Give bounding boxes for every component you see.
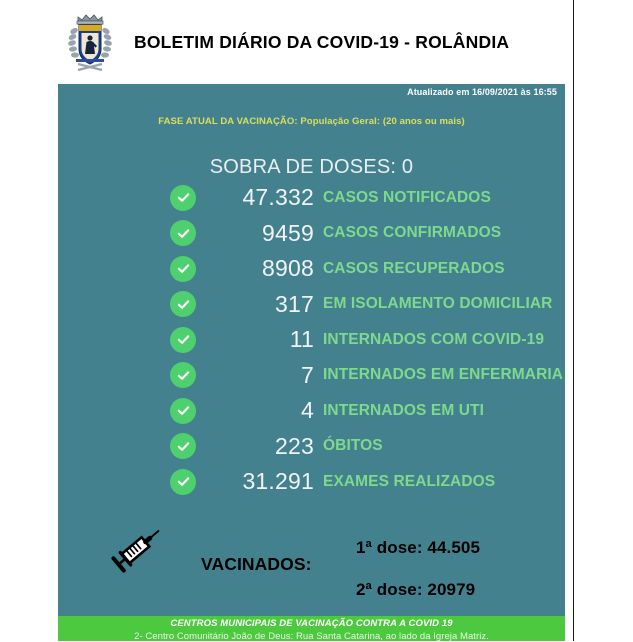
stat-row: 317 EM ISOLAMENTO DOMICILIAR xyxy=(58,287,565,323)
stat-value: 11 xyxy=(289,326,314,353)
check-circle-icon xyxy=(170,433,196,460)
stat-value: 7 xyxy=(301,361,314,388)
check-circle-icon xyxy=(170,184,196,211)
dose-1-text: 1ª dose: 44.505 xyxy=(356,538,481,557)
stat-value: 47.332 xyxy=(242,184,314,211)
page-edge-rule xyxy=(573,0,574,641)
bulletin-panel: Atualizado em 16/09/2021 às 16:55 FASE A… xyxy=(58,84,565,641)
page-header: BOLETIM DIÁRIO DA COVID-19 - ROLÂNDIA xyxy=(0,0,573,84)
check-circle-icon xyxy=(170,326,196,353)
statistics-list: 47.332 CASOS NOTIFICADOS 9459 CASOS CONF… xyxy=(58,180,565,500)
stat-row: 4 INTERNADOS EM UTI xyxy=(58,393,565,429)
stat-row: 47.332 CASOS NOTIFICADOS xyxy=(58,180,565,216)
check-circle-icon xyxy=(170,362,196,389)
syringe-icon xyxy=(106,520,168,578)
stat-row: 9459 CASOS CONFIRMADOS xyxy=(58,216,565,252)
dose-2-text: 2ª dose: 20979 xyxy=(356,580,476,599)
stat-label: ÓBITOS xyxy=(323,437,383,455)
stat-value: 31.291 xyxy=(242,468,314,495)
coat-of-arms-icon xyxy=(64,9,116,75)
stat-row: 8908 CASOS RECUPERADOS xyxy=(58,251,565,287)
stat-value: 4 xyxy=(301,397,314,424)
vaccination-phase-text: FASE ATUAL DA VACINAÇÃO: População Geral… xyxy=(158,116,465,127)
footer-subtitle: 2- Centro Comunitário João de Deus: Rua … xyxy=(134,631,489,641)
check-circle-icon xyxy=(170,468,196,495)
page-title: BOLETIM DIÁRIO DA COVID-19 - ROLÂNDIA xyxy=(134,31,510,52)
stat-row: 31.291 EXAMES REALIZADOS xyxy=(58,464,565,500)
leftover-doses-text: SOBRA DE DOSES: 0 xyxy=(209,156,414,178)
check-circle-icon xyxy=(170,397,196,424)
stat-label: INTERNADOS EM UTI xyxy=(323,401,485,419)
stat-label: INTERNADOS EM ENFERMARIA xyxy=(323,366,564,384)
stat-label: EM ISOLAMENTO DOMICILIAR xyxy=(323,295,553,313)
vaccinated-label: VACINADOS: xyxy=(201,554,312,574)
vaccination-summary: VACINADOS: 1ª dose: 44.505 2ª dose: 2097… xyxy=(58,508,565,641)
stat-label: CASOS NOTIFICADOS xyxy=(323,188,491,206)
stat-label: EXAMES REALIZADOS xyxy=(323,472,496,490)
vaccination-centers-footer: CENTROS MUNICIPAIS DE VACINAÇÃO CONTRA A… xyxy=(58,616,565,641)
stat-value: 317 xyxy=(275,290,314,317)
check-circle-icon xyxy=(170,255,196,282)
stat-value: 223 xyxy=(275,432,314,459)
footer-title: CENTROS MUNICIPAIS DE VACINAÇÃO CONTRA A… xyxy=(170,618,453,629)
last-updated-text: Atualizado em 16/09/2021 às 16:55 xyxy=(407,87,557,97)
stat-label: INTERNADOS COM COVID-19 xyxy=(323,330,545,348)
check-circle-icon xyxy=(170,291,196,318)
stat-row: 11 INTERNADOS COM COVID-19 xyxy=(58,322,565,358)
check-circle-icon xyxy=(170,220,196,247)
stat-value: 9459 xyxy=(262,219,314,246)
stat-row: 223 ÓBITOS xyxy=(58,429,565,465)
stat-label: CASOS CONFIRMADOS xyxy=(323,224,502,242)
stat-row: 7 INTERNADOS EM ENFERMARIA xyxy=(58,358,565,394)
stat-label: CASOS RECUPERADOS xyxy=(323,259,505,277)
stat-value: 8908 xyxy=(262,255,314,282)
